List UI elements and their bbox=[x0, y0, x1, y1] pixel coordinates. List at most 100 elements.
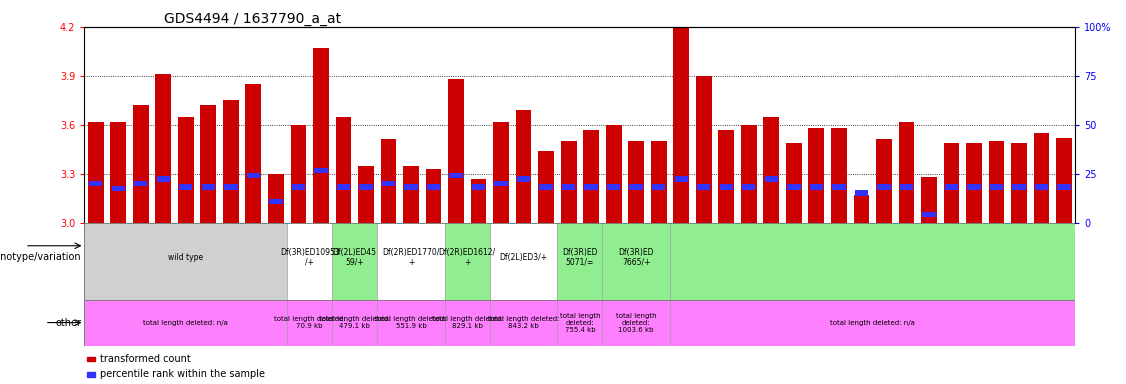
Bar bbox=[110, 122, 126, 223]
Bar bbox=[562, 184, 575, 190]
Bar bbox=[1035, 184, 1048, 190]
Bar bbox=[200, 105, 216, 223]
Bar bbox=[1034, 133, 1049, 223]
Bar bbox=[313, 48, 329, 223]
Bar bbox=[673, 27, 689, 223]
Bar bbox=[445, 223, 490, 300]
Bar bbox=[494, 181, 508, 186]
Text: Df(2L)ED45
59/+: Df(2L)ED45 59/+ bbox=[332, 248, 377, 267]
Bar bbox=[854, 195, 869, 223]
Bar bbox=[786, 143, 802, 223]
Bar bbox=[202, 184, 215, 190]
Bar bbox=[84, 223, 287, 300]
Text: Df(3R)ED10953
/+: Df(3R)ED10953 /+ bbox=[279, 248, 340, 267]
Bar bbox=[490, 223, 557, 300]
Bar bbox=[89, 181, 102, 186]
Bar bbox=[377, 300, 445, 346]
Text: total length deleted: n/a: total length deleted: n/a bbox=[143, 319, 229, 326]
Bar bbox=[877, 184, 891, 190]
Bar bbox=[670, 300, 1075, 346]
Text: total length deleted: n/a: total length deleted: n/a bbox=[830, 319, 915, 326]
Bar bbox=[403, 166, 419, 223]
Bar bbox=[517, 176, 530, 182]
Bar bbox=[155, 74, 171, 223]
Bar bbox=[855, 190, 868, 196]
Bar bbox=[606, 125, 622, 223]
Bar bbox=[245, 84, 261, 223]
Bar bbox=[358, 166, 374, 223]
Bar bbox=[427, 184, 440, 190]
Bar bbox=[629, 184, 643, 190]
Bar bbox=[84, 300, 287, 346]
Bar bbox=[493, 122, 509, 223]
Bar bbox=[808, 128, 824, 223]
Bar bbox=[449, 172, 463, 178]
Bar bbox=[670, 223, 1075, 300]
Bar bbox=[448, 79, 464, 223]
Text: total length
deleted:
755.4 kb: total length deleted: 755.4 kb bbox=[560, 313, 600, 333]
Bar bbox=[336, 117, 351, 223]
Bar bbox=[696, 76, 712, 223]
Bar bbox=[557, 223, 602, 300]
Bar bbox=[966, 143, 982, 223]
Bar bbox=[269, 199, 283, 204]
Bar bbox=[134, 181, 148, 186]
Bar bbox=[718, 130, 734, 223]
Bar bbox=[337, 184, 350, 190]
Bar bbox=[1011, 143, 1027, 223]
Bar bbox=[381, 139, 396, 223]
Bar bbox=[1012, 184, 1026, 190]
Bar bbox=[490, 300, 557, 346]
Bar bbox=[538, 151, 554, 223]
Bar bbox=[287, 300, 332, 346]
Text: Df(2L)ED3/+: Df(2L)ED3/+ bbox=[500, 253, 547, 262]
Text: total length deleted:
551.9 kb: total length deleted: 551.9 kb bbox=[375, 316, 447, 329]
Bar bbox=[516, 110, 531, 223]
Text: total length
deleted:
1003.6 kb: total length deleted: 1003.6 kb bbox=[616, 313, 656, 333]
Bar bbox=[651, 141, 667, 223]
Bar bbox=[111, 185, 125, 191]
Bar bbox=[1057, 184, 1071, 190]
Bar bbox=[602, 223, 670, 300]
Bar bbox=[674, 176, 688, 182]
Bar bbox=[900, 184, 913, 190]
Bar bbox=[652, 184, 665, 190]
Bar bbox=[921, 177, 937, 223]
Text: Df(2R)ED1612/
+: Df(2R)ED1612/ + bbox=[439, 248, 495, 267]
Text: wild type: wild type bbox=[168, 253, 204, 262]
Text: Df(3R)ED
5071/=: Df(3R)ED 5071/= bbox=[562, 248, 598, 267]
Bar bbox=[583, 130, 599, 223]
Text: total length deleted:
843.2 kb: total length deleted: 843.2 kb bbox=[488, 316, 560, 329]
Bar bbox=[445, 300, 490, 346]
Bar bbox=[967, 184, 981, 190]
Bar bbox=[697, 184, 711, 190]
Text: GDS4494 / 1637790_a_at: GDS4494 / 1637790_a_at bbox=[163, 12, 341, 26]
Bar bbox=[471, 179, 486, 223]
Text: Df(2R)ED1770/
+: Df(2R)ED1770/ + bbox=[383, 248, 439, 267]
Bar bbox=[332, 223, 377, 300]
Text: Df(3R)ED
7665/+: Df(3R)ED 7665/+ bbox=[618, 248, 654, 267]
Bar bbox=[989, 141, 1004, 223]
Text: percentile rank within the sample: percentile rank within the sample bbox=[100, 369, 266, 379]
Bar bbox=[831, 128, 847, 223]
Bar bbox=[178, 117, 194, 223]
Bar bbox=[292, 184, 305, 190]
Text: total length deleted:
479.1 kb: total length deleted: 479.1 kb bbox=[319, 316, 391, 329]
Bar bbox=[763, 117, 779, 223]
Bar bbox=[787, 184, 801, 190]
Bar bbox=[832, 184, 846, 190]
Bar bbox=[944, 143, 959, 223]
Bar bbox=[247, 172, 260, 178]
Text: total length deleted:
829.1 kb: total length deleted: 829.1 kb bbox=[431, 316, 503, 329]
Bar bbox=[332, 300, 377, 346]
Bar bbox=[742, 184, 756, 190]
Bar bbox=[224, 184, 238, 190]
Bar bbox=[990, 184, 1003, 190]
Bar bbox=[377, 223, 445, 300]
Bar bbox=[359, 184, 373, 190]
Bar bbox=[1056, 138, 1072, 223]
Bar bbox=[899, 122, 914, 223]
Bar bbox=[88, 122, 104, 223]
Bar bbox=[607, 184, 620, 190]
Text: transformed count: transformed count bbox=[100, 354, 191, 364]
